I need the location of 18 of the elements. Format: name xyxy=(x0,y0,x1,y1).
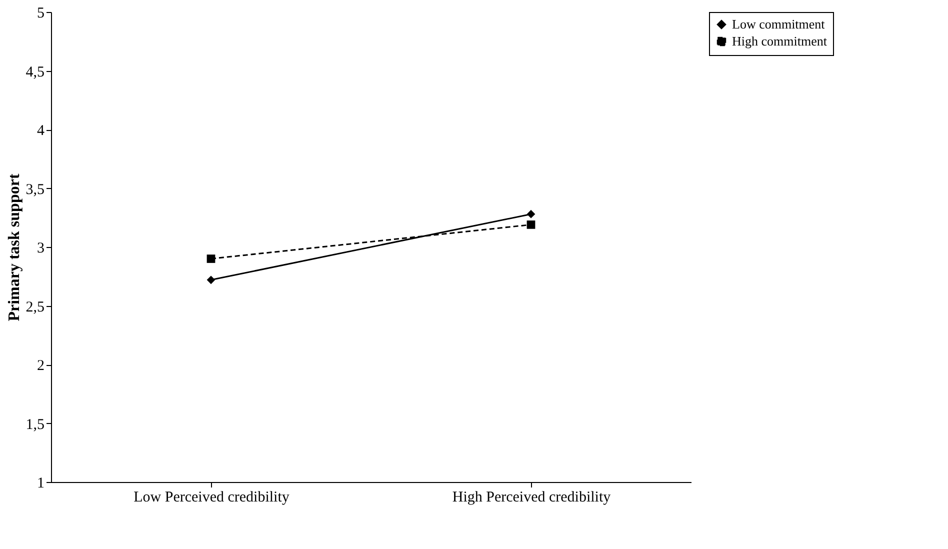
x-tick-label: Low Perceived credibility xyxy=(134,490,290,506)
y-tick-label: 3 xyxy=(37,240,44,256)
y-tick-label: 3,5 xyxy=(26,182,44,198)
point xyxy=(526,210,536,218)
y-tick-label: 1,5 xyxy=(26,416,44,433)
y-tick-label: 4 xyxy=(37,123,45,139)
y-tick-label: 2 xyxy=(37,358,44,374)
point xyxy=(526,220,536,229)
point xyxy=(206,254,216,263)
y-tick-label: 1 xyxy=(37,476,44,492)
point xyxy=(206,276,216,284)
y-axis-title: Primary task support xyxy=(6,173,23,322)
y-tick-label: 5 xyxy=(37,6,44,22)
y-tick-label: 2,5 xyxy=(26,299,44,316)
x-tick-label: High Perceived credibility xyxy=(452,490,612,506)
y-tick-label: 4,5 xyxy=(26,64,44,80)
legend-label: Low commitment xyxy=(732,16,826,32)
legend-label: High commitment xyxy=(732,34,828,48)
